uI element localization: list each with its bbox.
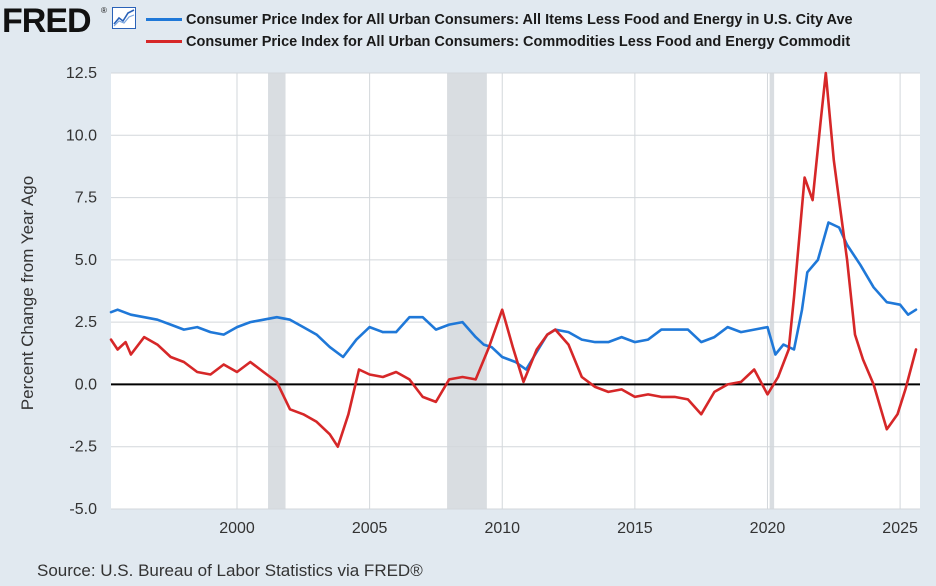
legend-item-core-commodities[interactable]: Consumer Price Index for All Urban Consu… xyxy=(146,32,936,52)
x-tick-label: 2015 xyxy=(617,520,653,537)
logo-registered-mark: ® xyxy=(101,6,107,15)
y-tick-label: 2.5 xyxy=(75,314,97,331)
y-tick-label: -2.5 xyxy=(69,439,97,456)
fred-logo[interactable]: FRED xyxy=(2,2,92,40)
x-tick-label: 2020 xyxy=(750,520,786,537)
y-tick-label: 0.0 xyxy=(75,376,97,393)
plot-area xyxy=(111,73,920,509)
legend-item-core-cpi[interactable]: Consumer Price Index for All Urban Consu… xyxy=(146,10,936,30)
x-tick-label: 2010 xyxy=(484,520,520,537)
legend-label-core-cpi: Consumer Price Index for All Urban Consu… xyxy=(186,12,853,28)
legend-swatch-red xyxy=(146,40,182,43)
y-tick-label: 12.5 xyxy=(66,65,97,82)
x-tick-label: 2025 xyxy=(882,520,918,537)
recession-band xyxy=(447,73,487,509)
recession-band xyxy=(769,73,775,509)
series-line-core-commodities[interactable] xyxy=(109,71,918,449)
y-tick-label: 7.5 xyxy=(75,190,97,207)
x-tick-label: 2005 xyxy=(352,520,388,537)
line-chart: 12.5 10.0 7.5 5.0 2.5 0.0 -2.5 -5.0 2000 2005 201… xyxy=(18,65,920,537)
y-tick-label: -5.0 xyxy=(69,501,97,518)
chart-header: FRED ® Consumer Price Index for All Urba… xyxy=(0,0,936,60)
y-tick-label: 5.0 xyxy=(75,252,97,269)
legend-swatch-blue xyxy=(146,18,182,21)
x-tick-label: 2000 xyxy=(219,520,255,537)
recession-band xyxy=(268,73,286,509)
y-tick-label: 10.0 xyxy=(66,127,97,144)
line-chart-icon[interactable] xyxy=(112,7,136,29)
y-axis-title: Percent Change from Year Ago xyxy=(18,176,37,410)
legend-label-core-commodities: Consumer Price Index for All Urban Consu… xyxy=(186,34,851,50)
source-note: Source: U.S. Bureau of Labor Statistics … xyxy=(37,561,423,580)
